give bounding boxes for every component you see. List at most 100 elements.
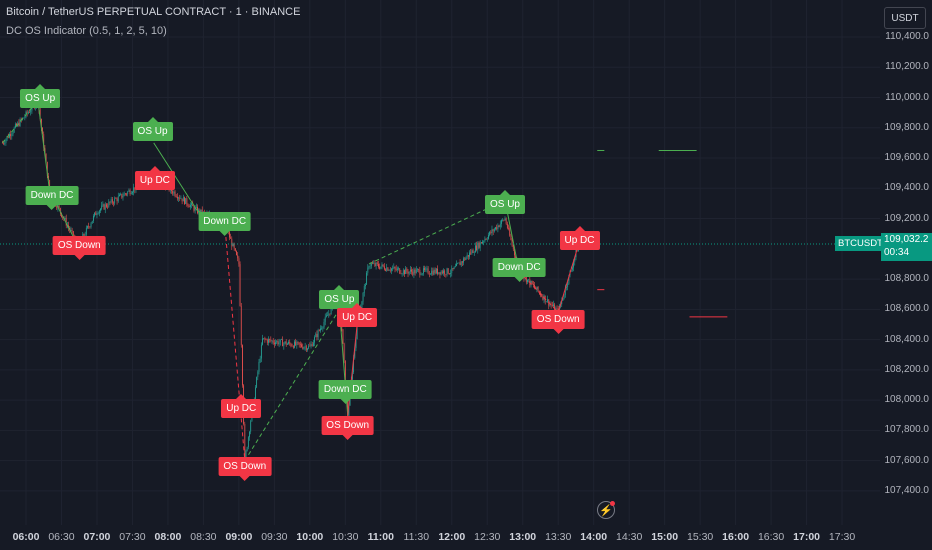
candle-body (347, 396, 349, 417)
time-tick-label: 12:30 (474, 531, 501, 543)
candle-body (98, 210, 100, 214)
candle-body (12, 132, 14, 135)
candle-body (176, 196, 178, 199)
candle-body (259, 358, 261, 363)
time-tick-label: 11:00 (367, 531, 394, 543)
currency-button[interactable]: USDT (884, 7, 926, 29)
symbol-legend[interactable]: Bitcoin / TetherUS PERPETUAL CONTRACT · … (6, 6, 301, 18)
candle-body (20, 119, 22, 120)
candle-body (43, 134, 45, 149)
lightning-icon[interactable]: ⚡ (597, 501, 615, 519)
candle-body (109, 201, 111, 203)
candle-body (1, 142, 3, 144)
candle-body (311, 344, 313, 347)
candle-body (532, 284, 534, 286)
candle-body (387, 267, 389, 271)
candle-body (426, 268, 428, 270)
candle-body (127, 191, 129, 195)
candle-body (502, 219, 504, 221)
candle-body (270, 339, 272, 341)
candle-body (103, 204, 105, 210)
time-tick-label: 15:30 (686, 531, 714, 543)
candle-body (459, 262, 461, 266)
price-axis[interactable]: 110,400.0 110,200.0 110,000.0 109,800.0 109,… (880, 0, 932, 525)
time-tick-label: 06:00 (12, 531, 40, 543)
candle-body (348, 405, 350, 417)
candle-body (263, 338, 265, 339)
candle-body (445, 274, 447, 275)
marker-down-dc: Down DC (492, 258, 546, 283)
candle-body (527, 279, 528, 283)
candle-body (189, 204, 191, 208)
marker-up-dc: Up DC (337, 303, 378, 328)
candle-body (179, 197, 181, 199)
last-price-badge: 109,032.2 00:34 (881, 233, 932, 261)
candle-body (304, 346, 306, 348)
candle-body (18, 122, 20, 127)
candle-body (281, 339, 282, 340)
candle-body (363, 286, 365, 293)
candle-body (395, 268, 397, 270)
dc-down-line (153, 142, 198, 212)
candle-body (88, 226, 90, 227)
candle-body (409, 269, 411, 272)
candle-body (13, 127, 15, 133)
marker-os-down: OS Down (52, 235, 106, 260)
candle-body (435, 268, 437, 274)
candle-body (375, 262, 377, 267)
candle-body (16, 124, 17, 126)
candle-body (119, 194, 120, 197)
candle-body (329, 313, 331, 315)
candle-body (132, 192, 133, 194)
candle-body (427, 268, 429, 274)
candle-body (485, 239, 487, 240)
candle-body (87, 226, 88, 228)
candle-body (328, 313, 330, 316)
candle-body (574, 257, 576, 263)
candle-body (498, 225, 500, 227)
candle-body (453, 267, 455, 270)
time-tick-label: 16:30 (757, 531, 785, 543)
chart-canvas[interactable] (0, 0, 880, 525)
candle-body (278, 342, 280, 345)
dc-up-dashed (244, 309, 340, 461)
candle-body (238, 258, 240, 265)
candle-body (49, 179, 51, 192)
candle-body (462, 261, 463, 263)
price-tick-label: 108,400.0 (884, 333, 930, 345)
candle-body (530, 281, 532, 286)
candle-body (107, 206, 109, 208)
candle-body (129, 190, 131, 195)
candle-body (572, 267, 573, 270)
candle-body (24, 116, 26, 118)
candle-body (418, 269, 420, 271)
candle-body (283, 343, 285, 347)
time-tick-label: 13:30 (545, 531, 572, 543)
dc-up-dashed (1, 100, 39, 144)
candle-body (234, 248, 236, 251)
candle-body (420, 274, 422, 276)
candle-body (440, 271, 442, 275)
candle-body (272, 340, 274, 343)
candle-body (184, 197, 185, 204)
candle-body (269, 339, 271, 340)
candle-body (404, 270, 405, 275)
candle-body (483, 241, 485, 242)
candle-body (327, 315, 328, 316)
candle-body (5, 139, 7, 143)
candle-body (185, 198, 187, 204)
marker-up-dc: Up DC (134, 165, 175, 190)
price-tick-label: 108,800.0 (884, 273, 930, 285)
candle-body (307, 348, 308, 350)
candle-body (72, 231, 74, 238)
time-axis[interactable]: 06:00 06:30 07:00 07:30 08:00 08:30 09:00 09:30… (0, 525, 880, 550)
candle-body (511, 239, 513, 246)
candle-body (472, 250, 474, 253)
candle-body (275, 342, 276, 345)
candle-body (396, 268, 398, 270)
marker-up-dc: Up DC (559, 226, 600, 251)
candle-body (315, 333, 317, 338)
candle-body (108, 201, 110, 207)
price-tick-label: 109,600.0 (884, 152, 930, 164)
indicator-legend[interactable]: DC OS Indicator (0.5, 1, 2, 5, 10) (6, 25, 167, 37)
